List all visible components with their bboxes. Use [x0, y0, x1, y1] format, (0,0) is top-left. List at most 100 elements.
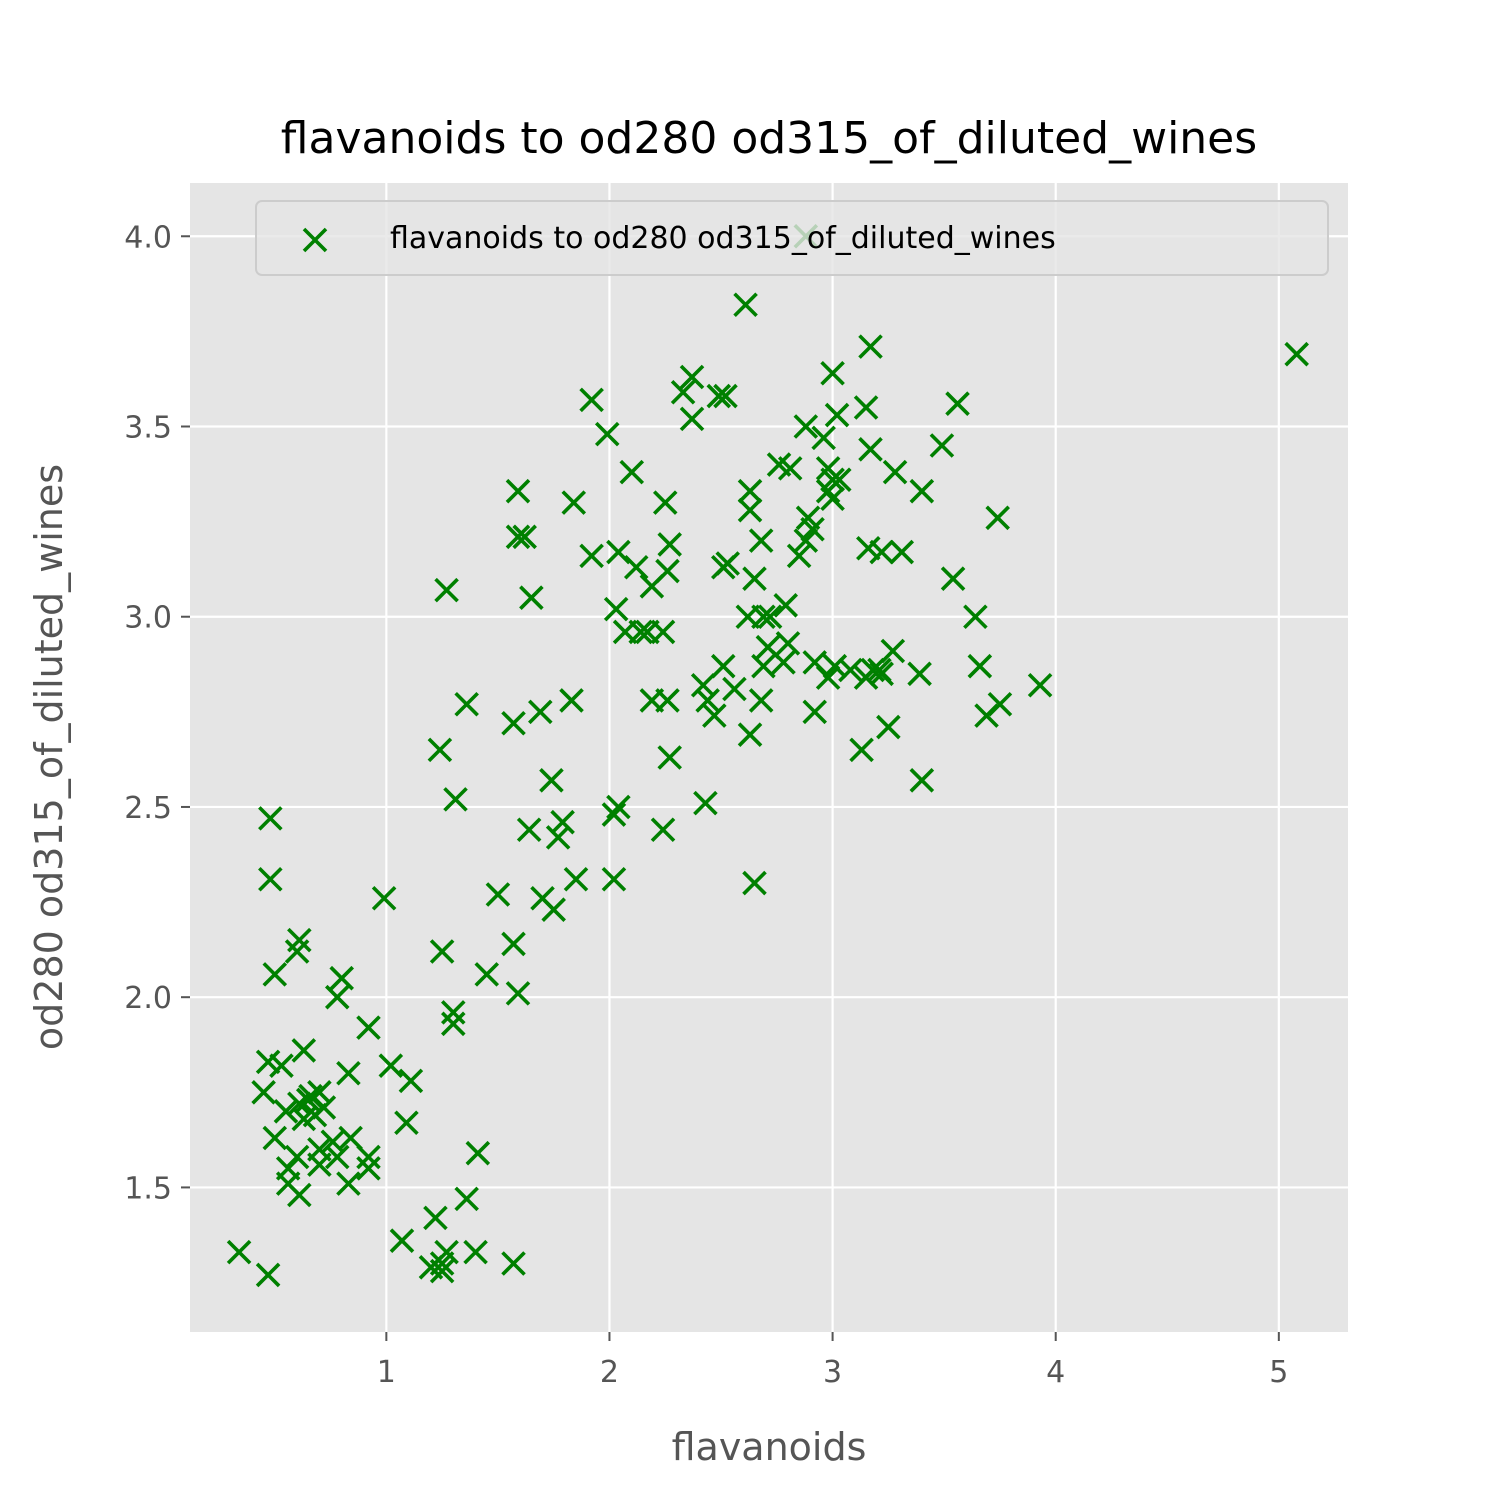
data-point — [713, 383, 738, 409]
data-point — [909, 478, 935, 504]
data-point — [258, 806, 283, 831]
data-point — [679, 364, 705, 390]
data-point — [657, 745, 682, 770]
data-point — [737, 478, 763, 504]
data-point — [1284, 341, 1309, 367]
data-point — [389, 1228, 415, 1253]
data-point — [398, 1068, 424, 1094]
data-point — [505, 478, 531, 504]
data-point — [601, 866, 627, 892]
data-point — [889, 539, 915, 565]
data-point — [541, 897, 566, 922]
data-point — [601, 802, 627, 827]
data-point — [974, 703, 999, 728]
data-point — [528, 699, 553, 725]
data-point — [876, 714, 901, 740]
data-point — [485, 882, 511, 907]
data-point — [336, 1171, 361, 1196]
y-tick-label: 2.0 — [124, 981, 172, 1016]
data-point — [751, 653, 776, 679]
x-axis-label: flavanoids — [672, 1425, 867, 1469]
data-point — [287, 1182, 312, 1208]
data-point — [751, 604, 776, 630]
data-point — [441, 1011, 466, 1037]
data-point — [356, 1156, 381, 1181]
data-point — [545, 825, 571, 850]
data-point — [579, 387, 604, 413]
data-point — [652, 490, 678, 515]
data-point — [427, 737, 453, 763]
data-point — [423, 1205, 448, 1231]
data-point — [811, 425, 836, 451]
data-point — [737, 722, 763, 747]
data-point — [650, 619, 676, 645]
plot-background — [190, 183, 1348, 1332]
data-point — [679, 406, 705, 432]
data-point — [505, 524, 531, 550]
data-point — [702, 703, 727, 728]
data-point — [929, 433, 955, 458]
data-point — [967, 653, 993, 679]
y-tick-label: 2.5 — [124, 791, 172, 826]
data-point — [356, 1144, 381, 1170]
data-point — [454, 691, 479, 717]
data-point — [793, 528, 819, 553]
data-point — [748, 528, 774, 553]
data-point — [657, 532, 682, 557]
data-point — [800, 516, 825, 542]
data-point — [559, 688, 584, 713]
legend: flavanoids to od280 od315_of_diluted_win… — [255, 200, 1329, 276]
data-point — [563, 866, 589, 892]
x-tick-label: 4 — [1046, 1355, 1065, 1390]
axis-ticks: 1 2 3 4 5 1.5 2.0 2.5 3.0 3.5 4.0 — [124, 220, 1288, 1390]
data-point — [269, 1053, 294, 1078]
data-point — [628, 619, 653, 645]
data-point — [786, 543, 812, 569]
data-point — [594, 421, 620, 447]
data-point — [771, 650, 796, 675]
data-point — [822, 653, 848, 679]
data-point — [670, 379, 696, 405]
x-tick-label: 5 — [1269, 1355, 1288, 1390]
data-point — [777, 456, 803, 481]
data-point — [639, 574, 665, 599]
data-point — [454, 1186, 479, 1212]
data-point — [815, 665, 841, 690]
data-point — [737, 497, 763, 523]
data-point — [820, 360, 845, 386]
data-point — [650, 817, 676, 843]
data-point — [356, 1015, 381, 1040]
data-point — [441, 1000, 466, 1025]
legend-marker-x — [302, 227, 328, 253]
data-point — [853, 395, 879, 420]
data-point — [773, 593, 799, 618]
data-point — [940, 566, 966, 591]
data-point — [273, 1099, 299, 1124]
data-point — [463, 1239, 488, 1265]
data-point — [505, 981, 531, 1006]
legend-label: flavanoids to od280 od315_of_diluted_win… — [390, 221, 1056, 256]
data-point — [258, 866, 283, 892]
y-axis-label: od280 od315_of_diluted_wines — [27, 464, 71, 1050]
data-point — [606, 539, 631, 565]
data-point — [1027, 672, 1053, 698]
y-tick-label: 4.0 — [124, 220, 172, 255]
data-point — [820, 486, 845, 512]
data-point — [579, 543, 604, 569]
data-point — [255, 1262, 281, 1288]
data-point — [963, 604, 988, 630]
data-point — [858, 437, 883, 462]
data-points — [226, 223, 1309, 1288]
data-point — [710, 653, 736, 679]
data-point — [501, 1251, 526, 1276]
data-point — [802, 699, 828, 725]
data-point — [838, 657, 863, 683]
data-point — [815, 478, 841, 504]
data-point — [501, 931, 526, 957]
data-point — [695, 688, 720, 713]
data-point — [757, 604, 783, 630]
data-point — [251, 1080, 276, 1105]
data-point — [329, 965, 354, 991]
legend-marker — [302, 227, 328, 253]
